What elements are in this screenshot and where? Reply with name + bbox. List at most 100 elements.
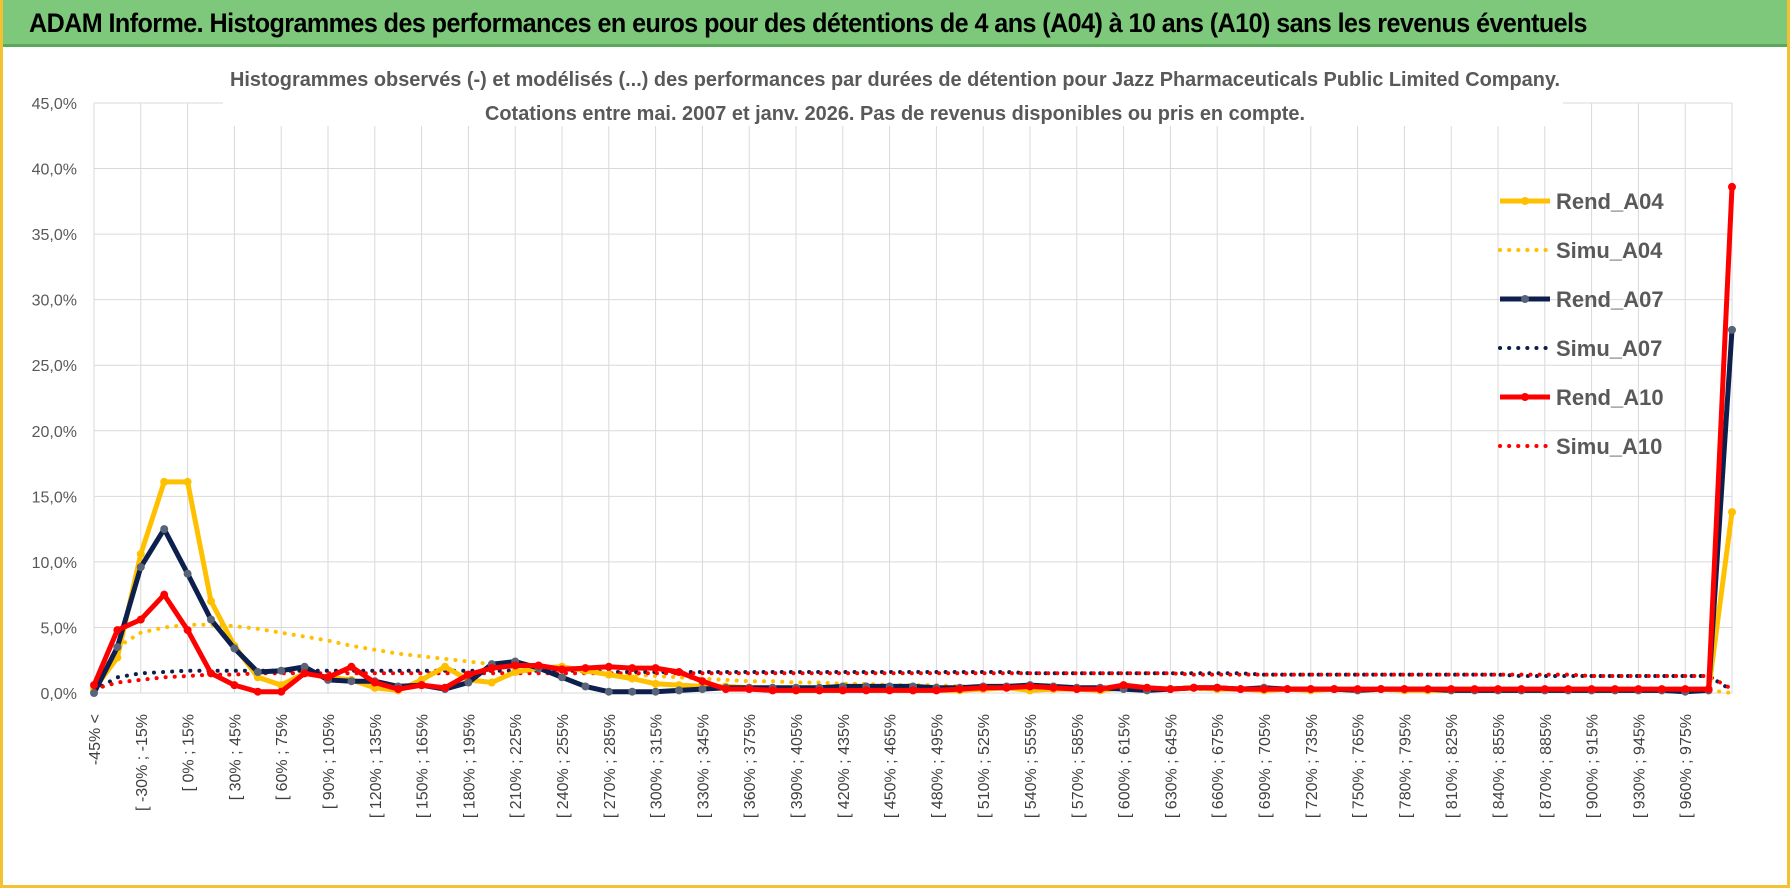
data-point xyxy=(1213,683,1222,692)
x-tick-label: [ 960% ; 975% xyxy=(1678,714,1695,818)
data-point xyxy=(815,686,824,695)
data-point xyxy=(1400,685,1409,694)
data-point xyxy=(651,664,660,673)
data-point xyxy=(698,677,707,686)
x-tick-label: [ 690% ; 705% xyxy=(1257,714,1274,818)
data-point xyxy=(604,662,613,671)
data-point xyxy=(464,670,473,679)
data-point xyxy=(347,662,356,671)
x-tick-label: [ 330% ; 345% xyxy=(695,714,712,818)
x-tick-label: [ 210% ; 225% xyxy=(508,714,525,818)
x-tick-label: [ 840% ; 855% xyxy=(1491,714,1508,818)
series-rend-a10 xyxy=(90,182,1736,696)
x-tick-label: [ 720% ; 735% xyxy=(1304,714,1321,818)
data-point xyxy=(698,685,707,694)
data-point xyxy=(230,644,239,653)
data-point xyxy=(1728,325,1736,334)
data-point xyxy=(207,597,215,606)
series-line-rend-a10 xyxy=(91,184,1735,695)
chart-area: 0,0% 5,0% 10,0% 15,0% 20,0% 25,0% 30,0% 35,0% 40… xyxy=(3,50,1787,885)
y-tick-label: 20,0% xyxy=(32,424,77,441)
data-point xyxy=(604,670,613,679)
data-point xyxy=(1026,682,1034,691)
data-point xyxy=(253,687,262,696)
x-axis-labels: -45% < [ -30% ; -15% [ 0% ; 15% [ 30% ; 45%… xyxy=(87,714,1695,818)
data-point xyxy=(136,563,145,572)
x-tick-label: [ 810% ; 825% xyxy=(1444,714,1461,818)
data-point xyxy=(1657,685,1666,694)
legend-item: Rend_A04 xyxy=(1500,189,1664,214)
legend-marker xyxy=(1521,393,1529,401)
data-point xyxy=(300,662,309,671)
x-tick-label: [ 480% ; 495% xyxy=(929,714,946,818)
data-point xyxy=(1377,685,1385,694)
data-point xyxy=(183,626,192,635)
data-point xyxy=(651,687,660,696)
chart-title: Histogrammes observés (-) et modélisés (… xyxy=(230,69,1560,91)
data-point xyxy=(558,665,566,674)
data-point xyxy=(464,678,473,687)
x-tick-label: [ 510% ; 525% xyxy=(976,714,993,818)
title-background xyxy=(223,62,1563,126)
legend-label: Simu_A04 xyxy=(1556,238,1663,263)
data-point xyxy=(253,668,262,677)
data-point xyxy=(136,550,145,559)
data-point xyxy=(1634,685,1643,694)
grid-lines xyxy=(93,102,1733,694)
data-point xyxy=(1283,685,1292,694)
data-point xyxy=(136,615,145,624)
x-tick-label: [ 570% ; 585% xyxy=(1070,714,1087,818)
legend-label: Rend_A07 xyxy=(1556,287,1664,312)
legend-marker xyxy=(1521,197,1529,205)
data-point xyxy=(721,685,730,694)
data-point xyxy=(558,673,566,682)
data-point xyxy=(534,661,543,670)
data-point xyxy=(1072,685,1081,694)
data-point xyxy=(979,683,988,692)
data-point xyxy=(90,681,98,690)
data-point xyxy=(651,679,660,688)
y-tick-label: 35,0% xyxy=(32,227,77,244)
data-point xyxy=(207,669,215,678)
data-point xyxy=(277,666,286,675)
y-tick-label: 5,0% xyxy=(41,620,77,637)
x-tick-label: [ 60% ; 75% xyxy=(274,714,291,800)
x-tick-label: [ 750% ; 765% xyxy=(1351,714,1368,818)
data-point xyxy=(745,685,754,694)
data-point xyxy=(675,686,683,695)
data-point xyxy=(885,686,894,695)
data-point xyxy=(792,686,800,695)
data-point xyxy=(1540,685,1549,694)
series-line-rend-a04 xyxy=(91,479,1735,693)
legend-label: Simu_A10 xyxy=(1556,434,1662,459)
legend-item: Simu_A07 xyxy=(1498,336,1662,361)
legend: Rend_A04 Simu_A04 Rend_A07 Simu_A07 Rend_A10… xyxy=(1498,189,1664,459)
x-tick-label: [ 450% ; 465% xyxy=(883,714,900,818)
series-simu-a04 xyxy=(92,622,1734,695)
y-tick-label: 45,0% xyxy=(32,96,77,113)
data-point xyxy=(604,687,613,696)
y-axis-labels: 0,0% 5,0% 10,0% 15,0% 20,0% 25,0% 30,0% 35,0% 40… xyxy=(32,96,77,703)
y-tick-label: 25,0% xyxy=(32,358,77,375)
data-point xyxy=(90,689,98,697)
x-tick-label: [ 630% ; 645% xyxy=(1163,714,1180,818)
line-chart: 0,0% 5,0% 10,0% 15,0% 20,0% 25,0% 30,0% 35,0% 40… xyxy=(32,62,1736,818)
data-point xyxy=(511,668,520,677)
legend-item: Simu_A10 xyxy=(1498,434,1662,459)
series-rend-a04 xyxy=(90,477,1736,695)
data-point xyxy=(628,674,637,683)
data-point xyxy=(1447,685,1456,694)
data-point xyxy=(1096,685,1105,694)
x-tick-label: [ -30% ; -15% xyxy=(134,714,151,811)
legend-item: Rend_A07 xyxy=(1500,287,1664,312)
y-tick-label: 0,0% xyxy=(41,686,77,703)
data-point xyxy=(300,669,309,678)
page-title: ADAM Informe. Histogrammes des performan… xyxy=(29,8,1587,38)
x-tick-label: [ 150% ; 165% xyxy=(415,714,432,818)
data-point xyxy=(487,664,496,673)
x-tick-label: [ 600% ; 615% xyxy=(1117,714,1134,818)
data-point xyxy=(1423,685,1432,694)
data-point xyxy=(207,615,215,624)
series-line-simu-a04 xyxy=(92,622,1734,695)
x-tick-label: [ 180% ; 195% xyxy=(461,714,478,818)
